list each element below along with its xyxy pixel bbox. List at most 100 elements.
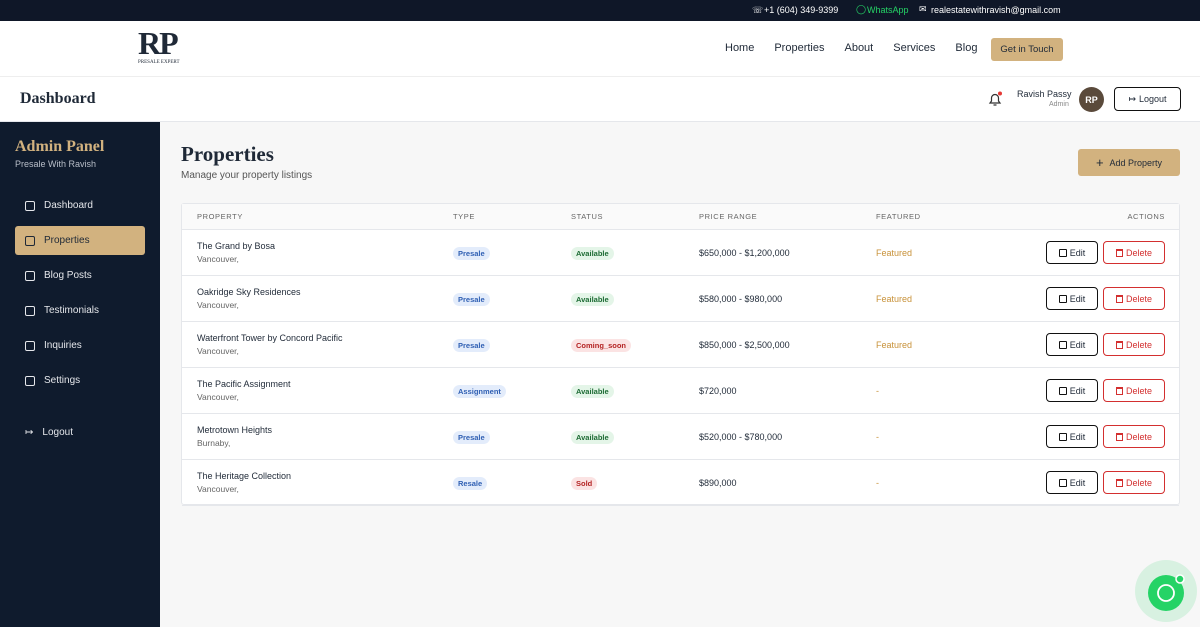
cta-button[interactable]: Get in Touch xyxy=(991,38,1063,61)
column-header: PROPERTY xyxy=(197,212,243,221)
edit-button[interactable]: Edit xyxy=(1046,241,1098,264)
table-row: Oakridge Sky Residences Vancouver, Presale… xyxy=(182,276,1179,322)
sidebar-item[interactable]: Testimonials xyxy=(15,296,145,325)
sidebar: Admin Panel Presale With Ravish Dashboar… xyxy=(0,122,160,627)
table-row: The Pacific Assignment Vancouver, Assignme… xyxy=(182,368,1179,414)
delete-label: Delete xyxy=(1125,293,1152,304)
price-range: $520,000 - $780,000 xyxy=(699,432,783,442)
property-name: The Pacific Assignment xyxy=(197,379,291,389)
featured: - xyxy=(876,432,879,442)
sidebar-icon xyxy=(25,235,35,246)
whatsapp-icon: ◯ xyxy=(856,4,867,14)
property-location: Burnaby, xyxy=(197,438,231,448)
featured-label: Featured xyxy=(876,248,913,258)
delete-icon xyxy=(1115,386,1123,395)
nav-link[interactable]: About xyxy=(844,42,874,54)
nav-link[interactable]: Services xyxy=(893,42,936,54)
column-header: STATUS xyxy=(571,212,604,221)
phone-icon: ☏ xyxy=(752,5,764,15)
sidebar-label: Properties xyxy=(44,235,90,246)
type-badge: Presale xyxy=(453,293,490,306)
logout-label: Logout xyxy=(42,426,73,438)
edit-button[interactable]: Edit xyxy=(1046,379,1098,402)
sidebar-icon xyxy=(25,340,35,351)
table-row: The Heritage Collection Vancouver, Resale S… xyxy=(182,460,1179,506)
nav-link[interactable]: Properties xyxy=(774,42,825,54)
plus-icon: + xyxy=(1095,155,1104,170)
delete-icon xyxy=(1115,294,1123,303)
featured: Featured xyxy=(876,340,912,350)
whatsapp[interactable]: WhatsApp xyxy=(867,5,909,15)
sidebar-label: Dashboard xyxy=(44,200,93,211)
delete-icon xyxy=(1115,478,1123,487)
phone[interactable]: +1 (604) 349-9399 xyxy=(764,5,839,15)
sidebar-item[interactable]: Settings xyxy=(15,366,145,395)
column-header: ACTIONS xyxy=(1127,212,1165,221)
type-badge: Presale xyxy=(453,247,490,260)
property-location: Vancouver, xyxy=(197,346,239,356)
delete-icon xyxy=(1115,432,1123,441)
table-row: Waterfront Tower by Concord Pacific Vanco… xyxy=(182,322,1179,368)
edit-button[interactable]: Edit xyxy=(1046,471,1098,494)
avatar[interactable]: RP xyxy=(1079,87,1104,112)
nav-links: Home Properties About Services Blog xyxy=(725,42,977,54)
page-title: Properties xyxy=(181,142,274,166)
nav-link[interactable]: Blog xyxy=(955,42,978,54)
table: PROPERTY TYPE STATUS PRICE RANGE FEATURED ACT… xyxy=(181,203,1180,506)
edit-button[interactable]: Edit xyxy=(1046,333,1098,356)
status-badge: Available xyxy=(571,385,614,398)
logout-button[interactable]: ↦ Logout xyxy=(1114,87,1181,111)
sidebar-label: Blog Posts xyxy=(44,270,92,281)
chat-button[interactable] xyxy=(1147,573,1187,613)
featured-label: - xyxy=(876,478,879,488)
property-location: Vancouver, xyxy=(197,392,239,402)
price-range: $890,000 xyxy=(699,478,737,488)
sidebar-logout[interactable]: ↦ Logout xyxy=(15,418,145,446)
mail-icon: ✉ xyxy=(919,4,927,14)
sidebar-item[interactable]: Properties xyxy=(15,226,145,255)
delete-button[interactable]: Delete xyxy=(1103,425,1165,448)
type-badge: Presale xyxy=(453,431,490,444)
delete-button[interactable]: Delete xyxy=(1103,379,1165,402)
delete-label: Delete xyxy=(1125,247,1152,258)
page-subtitle: Manage your property listings xyxy=(181,170,313,181)
status-badge: Available xyxy=(571,431,614,444)
sidebar-item[interactable]: Blog Posts xyxy=(15,261,145,290)
bell[interactable] xyxy=(987,91,1003,107)
delete-button[interactable]: Delete xyxy=(1103,287,1165,310)
delete-button[interactable]: Delete xyxy=(1103,333,1165,356)
status-badge: Coming_soon xyxy=(571,339,631,352)
sidebar-icon xyxy=(25,305,35,316)
column-header: FEATURED xyxy=(876,212,921,221)
delete-button[interactable]: Delete xyxy=(1103,241,1165,264)
edit-label: Edit xyxy=(1069,477,1086,488)
email[interactable]: realestatewithravish@gmail.com xyxy=(931,5,1061,15)
edit-icon xyxy=(1058,340,1067,349)
edit-icon xyxy=(1058,432,1067,441)
sidebar-item[interactable]: Dashboard xyxy=(15,191,145,220)
add-button[interactable]: + Add Property xyxy=(1078,149,1180,176)
property-name: Waterfront Tower by Concord Pacific xyxy=(197,333,343,343)
edit-label: Edit xyxy=(1069,431,1086,442)
delete-icon xyxy=(1115,340,1123,349)
sidebar-item[interactable]: Inquiries xyxy=(15,331,145,360)
type-badge: Presale xyxy=(453,339,490,352)
sidebar-label: Settings xyxy=(44,375,81,386)
table-header: PROPERTY TYPE STATUS PRICE RANGE FEATURED ACT… xyxy=(182,204,1179,230)
delete-button[interactable]: Delete xyxy=(1103,471,1165,494)
delete-label: Delete xyxy=(1125,385,1152,396)
property-location: Vancouver, xyxy=(197,300,239,310)
featured: - xyxy=(876,386,879,396)
logo[interactable]: RP xyxy=(138,25,179,61)
nav-link[interactable]: Home xyxy=(725,42,755,54)
edit-button[interactable]: Edit xyxy=(1046,425,1098,448)
delete-label: Delete xyxy=(1125,339,1152,350)
add-label: Add Property xyxy=(1109,157,1163,168)
edit-button[interactable]: Edit xyxy=(1046,287,1098,310)
sidebar-icon xyxy=(25,200,35,211)
sidebar-label: Testimonials xyxy=(44,305,100,316)
price-range: $580,000 - $980,000 xyxy=(699,294,783,304)
top-bar: ☏ +1 (604) 349-9399 ◯ WhatsApp ✉ realest… xyxy=(0,0,1200,21)
featured-label: Featured xyxy=(876,294,913,304)
